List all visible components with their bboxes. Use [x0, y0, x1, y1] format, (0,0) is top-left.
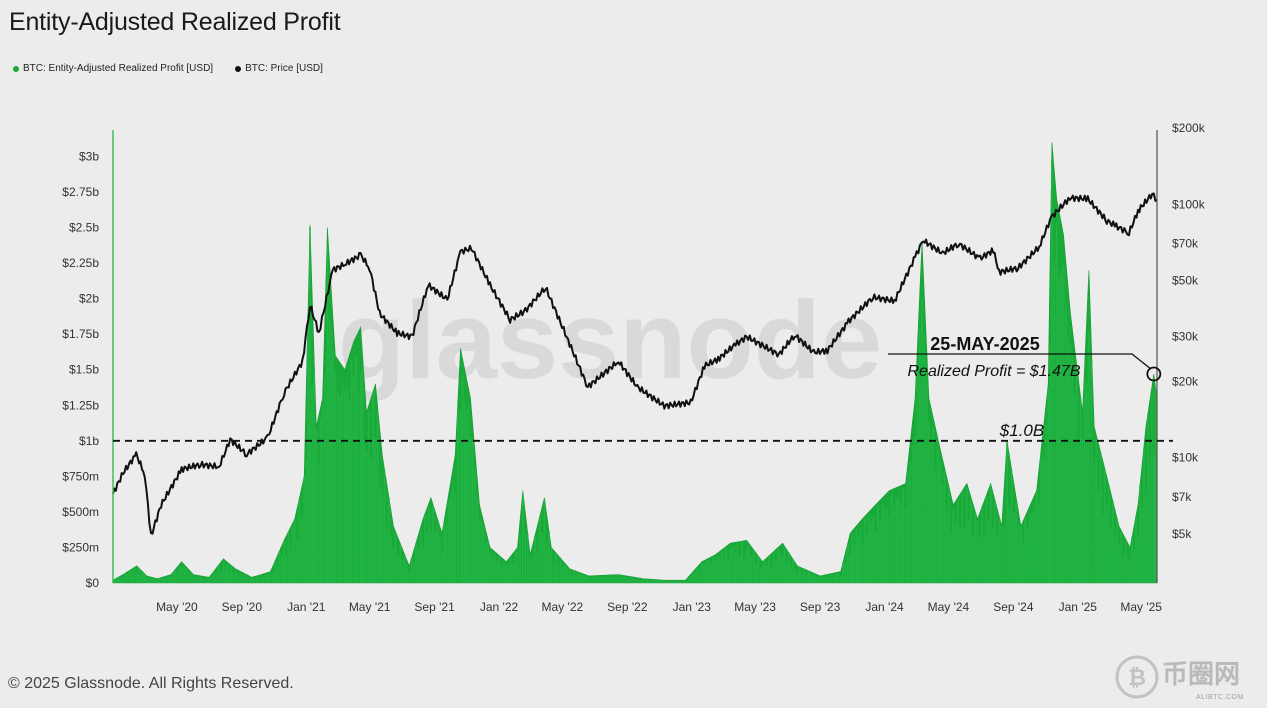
y-right-tick-label: $30k [1172, 330, 1199, 344]
x-tick-label: Jan '25 [1059, 600, 1098, 614]
bitcoin-coin-icon: ₿ [1115, 655, 1159, 699]
legend-dot-green [13, 65, 19, 72]
legend-item-price[interactable]: BTC: Price [USD] [235, 63, 323, 74]
y-left-tick-label: $2.5b [69, 221, 99, 235]
y-right-tick-label: $7k [1172, 490, 1192, 504]
y-right-tick-label: $50k [1172, 274, 1199, 288]
y-left-tick-label: $0 [86, 576, 100, 590]
x-tick-label: Sep '21 [414, 600, 455, 614]
x-tick-label: Sep '20 [222, 600, 263, 614]
y-left-tick-label: $1.25b [62, 398, 99, 412]
y-left-tick-label: $2.75b [62, 185, 99, 199]
x-tick-label: Jan '23 [673, 600, 712, 614]
y-right-tick-label: $20k [1172, 374, 1199, 388]
y-left-tick-label: $2.25b [62, 256, 99, 270]
legend: BTC: Entity-Adjusted Realized Profit [US… [13, 63, 323, 74]
highlight-marker [1146, 366, 1162, 382]
svg-text:₿: ₿ [1128, 665, 1146, 690]
y-left-tick-label: $750m [62, 469, 99, 483]
x-tick-label: Jan '21 [287, 600, 326, 614]
x-tick-label: Jan '24 [865, 600, 904, 614]
legend-item-realized-profit[interactable]: BTC: Entity-Adjusted Realized Profit [US… [13, 63, 213, 74]
y-right-tick-label: $10k [1172, 451, 1199, 465]
price-line [112, 192, 1158, 535]
legend-dot-black [235, 65, 242, 72]
y-right-tick-label: $70k [1172, 237, 1199, 251]
axes: $0 $250m $500m $750m $1b $1.25b $1.5b $1.75b $2b… [62, 121, 1205, 614]
y-left-tick-label: $250m [62, 540, 99, 554]
brand-url: ALIBTC.COM [1196, 694, 1244, 701]
annotation-value: Realized Profit = $1.47B [908, 363, 1081, 380]
callout-line [888, 353, 1152, 370]
y-right-tick-label: $5k [1172, 527, 1192, 541]
x-tick-label: Sep '22 [607, 600, 648, 614]
x-tick-label: May '25 [1120, 600, 1162, 614]
annotation-layer: $1.0B 25-MAY-2025 Realized Profit = $1.47B [113, 334, 1173, 442]
y-left-tick-label: $2b [79, 292, 99, 306]
chart-title: Entity-Adjusted Realized Profit [9, 8, 341, 36]
y-right-tick-label: $200k [1172, 121, 1206, 135]
y-left-tick-label: $1.5b [69, 363, 99, 377]
annotation-date: 25-MAY-2025 [930, 334, 1039, 354]
copyright-footer: © 2025 Glassnode. All Rights Reserved. [8, 675, 294, 692]
price-line-layer [112, 192, 1158, 535]
x-tick-label: Sep '23 [800, 600, 841, 614]
legend-label-realized-profit: BTC: Entity-Adjusted Realized Profit [US… [23, 63, 214, 74]
y-left-tick-label: $1.75b [62, 327, 99, 341]
x-tick-label: May '23 [734, 600, 776, 614]
y-left-tick-label: $1b [79, 434, 99, 448]
y-left-tick-label: $500m [62, 505, 99, 519]
brand-watermark: ₿ 币圈网 ALIBTC.COM [1110, 650, 1260, 705]
brand-name: 币圈网 [1162, 659, 1241, 689]
threshold-label: $1.0B [999, 421, 1044, 440]
x-tick-label: May '20 [156, 600, 198, 614]
x-tick-label: Sep '24 [993, 600, 1034, 614]
y-left-tick-label: $3b [79, 149, 99, 163]
chart-canvas: glassnode $0$250m$500m$750m$1b$1.25b$1.5… [62, 121, 1205, 614]
x-tick-label: May '24 [928, 600, 970, 614]
legend-label-price: BTC: Price [USD] [245, 63, 323, 74]
y-right-tick-label: $100k [1172, 197, 1206, 211]
x-tick-label: Jan '22 [480, 600, 519, 614]
x-tick-label: May '22 [542, 600, 584, 614]
x-tick-label: May '21 [349, 600, 391, 614]
